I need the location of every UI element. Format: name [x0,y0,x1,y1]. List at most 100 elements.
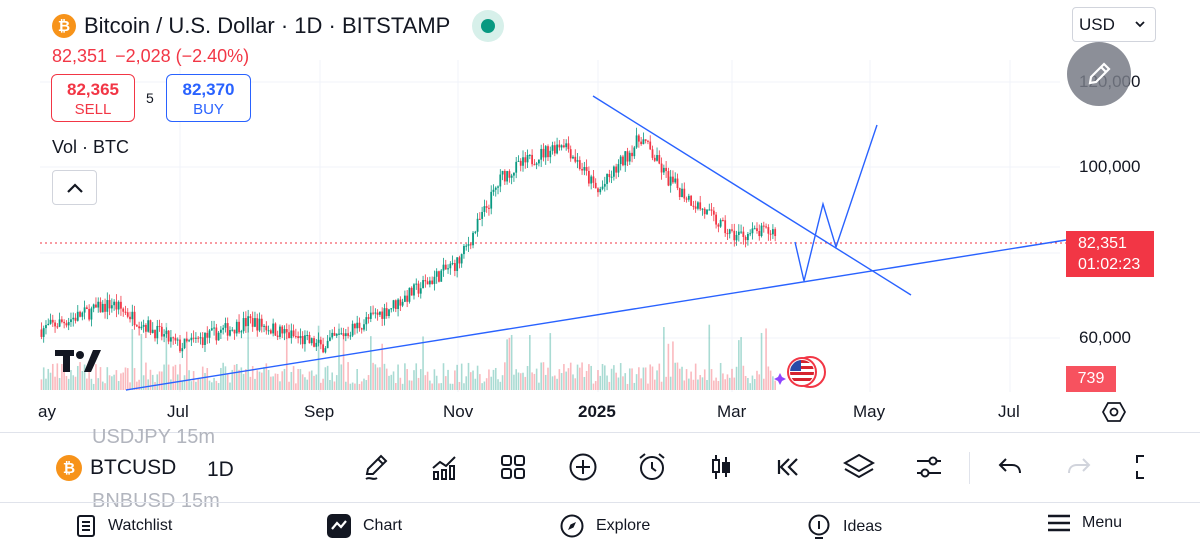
volume-bar [42,367,45,390]
volume-bar [640,378,642,390]
candle-body [503,170,506,182]
volume-bar [722,373,724,390]
volume-bar [358,383,361,390]
candle-body [360,328,363,330]
undo-button[interactable] [994,451,1026,483]
candle-body [190,337,193,341]
symbol-header[interactable]: ₿ Bitcoin / U.S. Dollar · 1D · BITSTAMP [52,10,505,42]
volume-bar [229,382,231,390]
candle-body [737,231,740,235]
candle-body [47,323,50,326]
object-tree-button[interactable] [843,451,875,483]
candle-body [206,332,209,338]
indicators-button[interactable] [428,451,460,483]
drawing-tools-button[interactable] [360,451,392,483]
chart-settings-hex-icon[interactable] [1102,400,1126,424]
volume-bar [753,379,756,390]
redo-button[interactable] [1063,451,1095,483]
volume-bar [535,368,538,390]
volume-bar [63,363,65,390]
nav-menu[interactable]: Menu [1048,514,1122,532]
volume-bar [138,379,140,390]
volume-bar [224,366,227,390]
fullscreen-button[interactable] [1132,451,1164,483]
candle-body [219,329,222,333]
chart-settings-button[interactable] [913,451,945,483]
add-button[interactable] [567,451,599,483]
candle-body [238,321,240,333]
nav-watchlist[interactable]: Watchlist [76,514,172,538]
volume-bar [492,369,495,390]
economic-event-flag-icon[interactable] [772,355,826,389]
volume-bar [299,369,302,390]
layouts-button[interactable] [497,451,529,483]
volume-bar [458,381,461,390]
volume-bar [156,374,159,390]
volume-bar [47,368,50,390]
candle-body [131,311,134,320]
undo-icon [998,458,1021,474]
volume-bar [628,368,631,390]
candle-body [45,325,47,329]
volume-bar [538,382,540,390]
spread-value: 5 [146,90,154,106]
nav-chart[interactable]: Chart [327,514,402,538]
candle-body [110,305,113,309]
candle-body [544,146,547,158]
volume-bar [501,375,504,390]
volume-bar [133,368,136,390]
trendline-drawings[interactable] [125,95,1067,391]
candle-body [279,326,281,337]
volume-bar [340,364,343,390]
collapse-indicators-button[interactable] [52,170,97,205]
sell-button[interactable]: 82,365 SELL [51,74,135,122]
chart-type-button[interactable] [705,451,737,483]
currency-select[interactable]: USD [1072,7,1156,42]
volume-bar [594,381,597,390]
candle-body [122,308,125,312]
candle-body [256,318,259,331]
candle-body [272,323,275,334]
symbol-selector[interactable]: ₿ BTCUSD [56,455,176,481]
volume-bar [365,380,368,390]
volume-bar [747,377,749,390]
candle-body [565,143,568,148]
volume-bar [254,378,256,390]
alarm-icon [639,453,665,480]
volume-bar [108,375,111,390]
alert-button[interactable] [636,451,668,483]
candle-body [747,233,749,241]
volume-bar [692,379,695,390]
timeframe-selector[interactable]: 1D [207,458,234,481]
nav-ideas[interactable]: Ideas [807,514,882,540]
volume-bar [320,382,322,390]
buy-button[interactable]: 82,370 BUY [166,74,251,122]
candle-body [490,191,493,209]
nav-explore[interactable]: Explore [560,514,650,538]
market-status-icon[interactable] [472,10,505,42]
candle-body [497,186,499,188]
candle-body [715,214,717,225]
candle-body [469,244,472,246]
candle-body [528,154,531,156]
candle-body [74,317,77,321]
candle-body [338,333,340,335]
replay-button[interactable] [774,451,806,483]
current-price-tag: 82,351 01:02:23 [1066,231,1154,277]
x-tick-may: ay [38,402,56,421]
volume-bar [697,379,699,390]
candle-body [626,151,629,162]
candle-body [56,326,59,328]
volume-bar [313,375,315,390]
candle-body [628,152,631,162]
price-chart[interactable] [0,0,1200,432]
volume-bar [256,370,259,390]
volume-bar [149,369,152,390]
last-price: 82,351 [52,46,108,66]
volume-indicator-label[interactable]: Vol · BTC [52,137,130,157]
candle-body [658,155,661,164]
candle-body [424,280,427,282]
drawing-fab-button[interactable] [1067,42,1131,106]
candle-body [603,183,606,187]
nav-menu-label: Menu [1082,514,1123,531]
